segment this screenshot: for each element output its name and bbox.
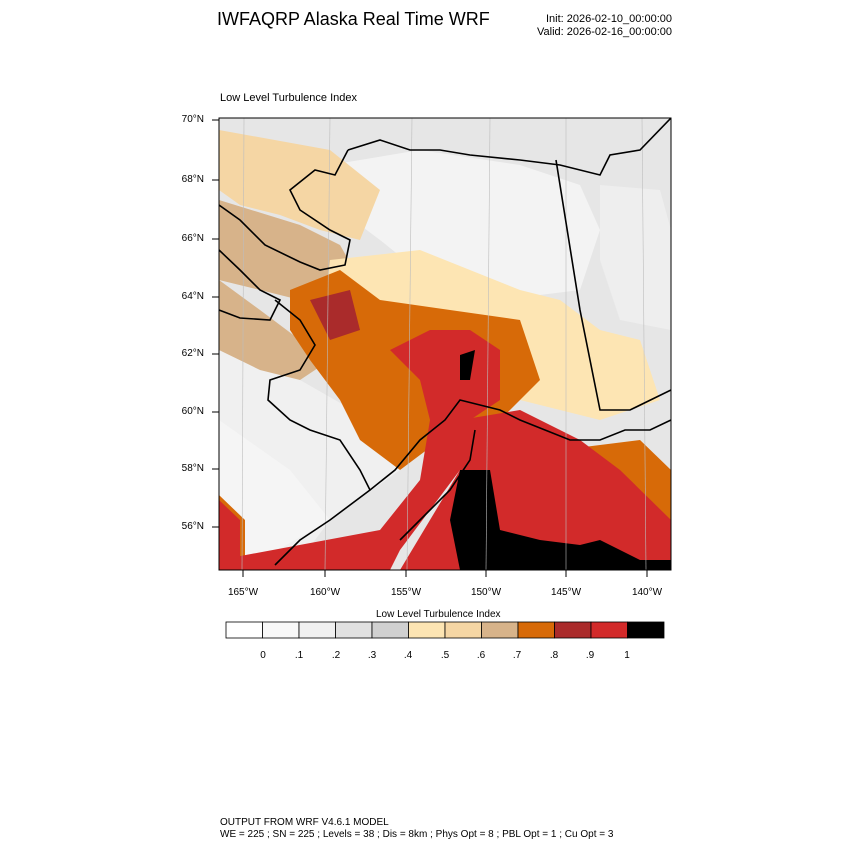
- black-spot-inland: [460, 350, 475, 380]
- legend-color-box: [627, 621, 665, 639]
- coastlines: [219, 118, 671, 566]
- lon-label-150: 150°W: [470, 587, 502, 598]
- init-time: Init: 2026-02-10_00:00:00: [546, 13, 672, 25]
- legend-label: .5: [440, 650, 450, 661]
- bering-sea-field-light: [219, 420, 330, 560]
- sw-red-field: [219, 500, 240, 570]
- lon-label-160: 160°W: [309, 587, 341, 598]
- lat-label-60: 60°N: [181, 406, 204, 417]
- north-slope-tan-field: [219, 130, 380, 240]
- legend-color-box: [590, 621, 628, 639]
- yukon-field: [600, 185, 671, 330]
- legend-colorbar: [225, 621, 665, 639]
- legend-label: .4: [403, 650, 413, 661]
- lat-label-66: 66°N: [181, 233, 204, 244]
- black-field: [450, 470, 671, 570]
- map-field: [219, 118, 671, 570]
- legend-label: .3: [367, 650, 377, 661]
- delta-tan-field: [219, 280, 330, 380]
- valid-time: Valid: 2026-02-16_00:00:00: [537, 26, 672, 38]
- legend-label: .1: [294, 650, 304, 661]
- legend-color-box: [262, 621, 300, 639]
- legend-color-box: [371, 621, 409, 639]
- legend-label: .9: [585, 650, 595, 661]
- interior-light-field: [330, 150, 600, 300]
- lat-label-70: 70°N: [181, 114, 204, 125]
- lat-label-56: 56°N: [181, 521, 204, 532]
- legend-color-box: [408, 621, 446, 639]
- legend-color-box: [335, 621, 373, 639]
- legend-label: .6: [476, 650, 486, 661]
- legend-color-box: [517, 621, 555, 639]
- seward-tan-field: [219, 200, 360, 300]
- model-info-line2: WE = 225 ; SN = 225 ; Levels = 38 ; Dis …: [220, 829, 614, 840]
- graticule: [241, 118, 647, 570]
- map-frame: [218, 117, 672, 571]
- lon-label-140: 140°W: [631, 587, 663, 598]
- lat-label-58: 58°N: [181, 463, 204, 474]
- legend-color-box: [225, 621, 263, 639]
- map-title: Low Level Turbulence Index: [220, 92, 357, 104]
- dark-red-spot: [310, 290, 360, 340]
- legend-label: 1: [624, 650, 630, 661]
- legend-color-box: [554, 621, 592, 639]
- lon-label-155: 155°W: [390, 587, 422, 598]
- lat-label-64: 64°N: [181, 291, 204, 302]
- legend-color-box: [481, 621, 519, 639]
- legend-color-box: [298, 621, 336, 639]
- main-title: IWFAQRP Alaska Real Time WRF: [217, 9, 490, 29]
- axis-ticks: [212, 119, 648, 577]
- legend-title: Low Level Turbulence Index: [376, 609, 501, 620]
- model-info-line1: OUTPUT FROM WRF V4.6.1 MODEL: [220, 817, 389, 828]
- lon-label-145: 145°W: [550, 587, 582, 598]
- legend-label: .7: [512, 650, 522, 661]
- legend-label: 0: [260, 650, 266, 661]
- lat-label-62: 62°N: [181, 348, 204, 359]
- lon-label-165: 165°W: [227, 587, 259, 598]
- legend-color-box: [444, 621, 482, 639]
- lat-label-68: 68°N: [181, 174, 204, 185]
- legend-label: .8: [549, 650, 559, 661]
- legend-label: .2: [331, 650, 341, 661]
